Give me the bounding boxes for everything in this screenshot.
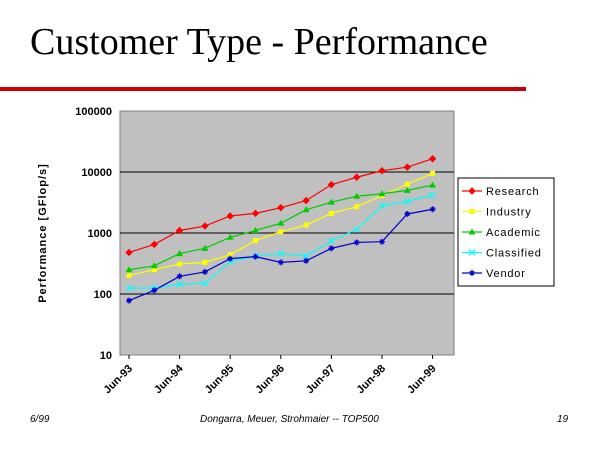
data-point-vendor: [151, 287, 158, 294]
data-point-vendor: [353, 239, 360, 246]
data-point-research: [428, 155, 437, 163]
legend-marker-research: [468, 187, 476, 195]
data-point-research: [125, 248, 133, 257]
series-vendor: [126, 206, 436, 304]
data-point-industry: [177, 261, 183, 267]
data-point-vendor: [176, 273, 183, 280]
data-point-academic: [201, 244, 209, 251]
data-point-research: [403, 163, 412, 171]
footer-authors: Dongarra, Meuer, Strohmaier -- TOP500: [200, 414, 379, 425]
data-point-vendor: [379, 238, 385, 245]
legend-marker-classified: [468, 249, 476, 256]
data-point-academic: [403, 186, 411, 193]
data-point-research: [226, 212, 234, 220]
data-point-vendor: [328, 245, 335, 252]
data-point-classified: [125, 284, 133, 292]
data-point-industry: [151, 267, 157, 273]
data-point-industry: [253, 238, 258, 244]
legend-label-classified: Classified: [486, 248, 542, 260]
data-point-research: [327, 180, 336, 189]
data-point-vendor: [201, 268, 208, 275]
data-point-vendor: [126, 297, 132, 304]
data-point-classified: [302, 252, 310, 260]
data-point-vendor: [277, 259, 284, 266]
x-tick-label: Jun-94: [152, 362, 186, 396]
y-tick-label: 10: [100, 350, 112, 362]
x-tick-label: Jun-99: [405, 363, 439, 397]
y-axis-label: Performance [GFlop/s]: [37, 163, 49, 303]
data-point-research: [150, 240, 159, 249]
performance-chart: 10 100 1000 10000 100000 Jun-93 Jun-94 Jun-95 J…: [37, 106, 555, 397]
data-point-vendor: [303, 257, 310, 264]
x-tick-label: Jun-97: [304, 363, 338, 397]
data-point-research: [251, 209, 260, 218]
legend-label-academic: Academic: [486, 227, 541, 239]
series-research: [125, 155, 437, 257]
legend-label-research: Research: [486, 186, 539, 198]
data-point-industry: [354, 204, 360, 210]
footer-page-number: 19: [557, 414, 569, 425]
legend-label-industry: Industry: [486, 207, 532, 219]
data-point-vendor: [227, 255, 234, 262]
data-point-academic: [226, 233, 234, 240]
data-point-classified: [277, 250, 285, 257]
data-point-academic: [429, 181, 437, 188]
data-point-classified: [327, 237, 335, 245]
y-tick-label: 1000: [88, 228, 112, 240]
data-point-academic: [176, 250, 184, 257]
data-point-classified: [403, 197, 411, 205]
data-point-industry: [404, 181, 410, 187]
data-point-academic: [277, 219, 285, 226]
y-tick-label: 10000: [81, 167, 112, 179]
data-point-research: [302, 196, 310, 205]
data-point-academic: [150, 262, 158, 269]
legend: Research Industry Academic Classified Vendor: [457, 177, 555, 287]
data-point-academic: [378, 190, 386, 197]
data-point-industry: [278, 229, 284, 235]
legend-label-vendor: Vendor: [486, 268, 526, 280]
series-academic: [125, 181, 437, 273]
data-point-research: [378, 167, 386, 175]
legend-marker-vendor: [469, 270, 475, 276]
data-point-academic: [302, 206, 310, 213]
x-tick-label: Jun-96: [253, 363, 287, 397]
data-point-industry: [430, 170, 436, 176]
data-point-vendor: [404, 210, 411, 217]
data-point-classified: [429, 191, 437, 199]
y-tick-label: 100: [94, 289, 112, 301]
data-point-industry: [202, 259, 208, 265]
data-point-vendor: [252, 253, 259, 260]
x-tick-label: Jun-95: [203, 363, 237, 397]
data-point-research: [201, 222, 209, 230]
data-point-classified: [176, 280, 184, 288]
data-point-classified: [201, 279, 209, 287]
legend-marker-industry: [469, 209, 475, 214]
title-rule: [0, 87, 526, 91]
x-tick-label: Jun-98: [355, 363, 389, 397]
data-point-industry: [227, 252, 233, 258]
data-point-academic: [252, 226, 259, 233]
slide-title: Customer Type - Performance: [30, 21, 488, 63]
data-point-research: [352, 173, 361, 181]
data-point-academic: [327, 198, 335, 205]
data-point-vendor: [429, 206, 436, 213]
data-point-research: [175, 226, 184, 235]
legend-marker-academic: [468, 228, 476, 235]
footer-date: 6/99: [30, 414, 50, 425]
data-point-industry: [328, 210, 334, 216]
data-point-classified: [353, 225, 361, 233]
data-point-academic: [353, 192, 361, 199]
x-tick-label: Jun-93: [102, 363, 136, 397]
data-point-research: [277, 203, 285, 212]
y-tick-label: 100000: [75, 106, 112, 118]
data-point-industry: [303, 222, 309, 228]
data-point-classified: [378, 202, 386, 210]
data-point-academic: [125, 266, 133, 273]
data-point-industry: [126, 273, 132, 279]
